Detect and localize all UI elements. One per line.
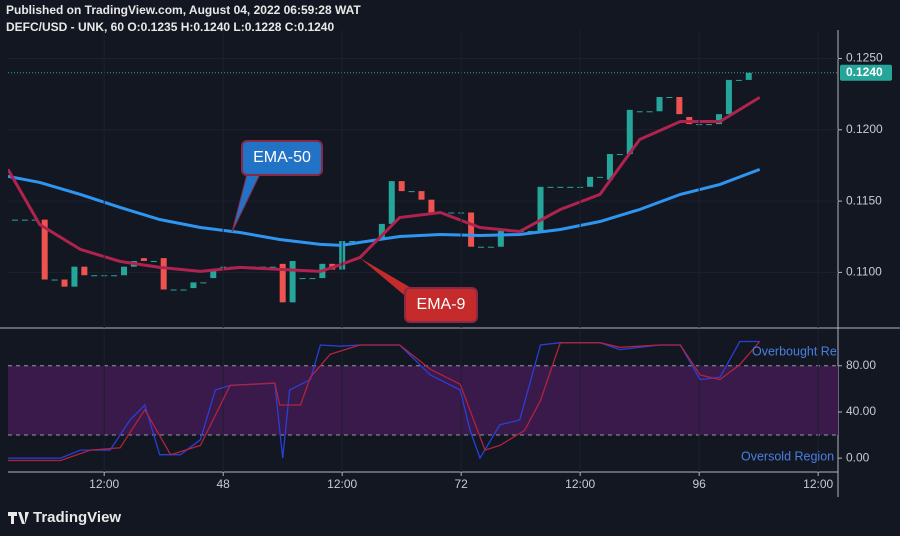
candle (606, 154, 613, 180)
candle (21, 219, 28, 221)
candle (279, 263, 286, 303)
candle (190, 282, 197, 289)
x-tick-label: 48 (217, 477, 231, 491)
candle (537, 186, 544, 232)
y-tick-label: 0.1250 (846, 51, 883, 65)
candle (468, 212, 475, 247)
candle (418, 191, 425, 200)
candle (121, 266, 128, 276)
candle (448, 212, 455, 214)
symbol-info: DEFC/USD - UNK, 60 O:0.1235 H:0.1240 L:0… (6, 20, 334, 34)
band-label: Overbought Region (752, 344, 860, 358)
candle (71, 266, 78, 287)
x-tick-label: 96 (692, 477, 706, 491)
callout-box (404, 287, 478, 323)
candle (428, 199, 435, 214)
candle (180, 289, 187, 291)
y-tick-label: 40.00 (846, 404, 876, 418)
candle (41, 219, 48, 280)
band-label: Oversold Region (741, 449, 834, 463)
candle (725, 79, 732, 115)
series-line (8, 341, 761, 462)
callout-box (241, 140, 323, 176)
candle (567, 186, 574, 188)
candle (140, 258, 147, 261)
x-tick-label: 12:00 (803, 477, 833, 491)
candle (616, 154, 623, 156)
candle (61, 279, 68, 287)
y-tick-label: 0.1100 (846, 265, 882, 279)
candle (587, 176, 594, 187)
candle (210, 269, 217, 279)
rsi-pane: Overbought Region Oversold Region (8, 330, 860, 472)
candle (349, 241, 356, 243)
candle (656, 97, 663, 112)
y-tick-label: 0.1150 (846, 193, 882, 207)
candle (716, 114, 723, 125)
candle (666, 97, 673, 99)
series-line (8, 167, 761, 247)
callout-pointer (360, 258, 418, 300)
candle (378, 223, 385, 240)
candle (81, 266, 88, 276)
candle (626, 109, 633, 155)
candle (735, 79, 742, 81)
candle (745, 72, 752, 80)
x-tick-label: 12:00 (327, 477, 357, 491)
x-tick-label: 12:00 (565, 477, 595, 491)
candle (676, 97, 683, 115)
candle (547, 186, 554, 188)
candle (31, 219, 38, 221)
x-tick-label: 72 (454, 477, 468, 491)
candle (160, 258, 167, 290)
candle (527, 231, 534, 233)
series-line (8, 96, 761, 273)
candle (646, 111, 653, 113)
last-price-label: 0.1240 (846, 65, 883, 79)
candle (597, 176, 604, 178)
candle (557, 186, 564, 188)
candle (487, 246, 494, 248)
candle (497, 231, 504, 247)
last-price-tag (840, 64, 892, 81)
y-tick-label: 80.00 (846, 358, 876, 372)
candle (309, 278, 316, 280)
y-tick-label: 0.1200 (846, 122, 883, 136)
candle (269, 266, 276, 268)
published-note: Published on TradingView.com, August 04,… (6, 3, 361, 17)
candle (398, 181, 405, 192)
callout-label: EMA-9 (417, 296, 466, 313)
y-tick-label: 0.00 (846, 450, 870, 464)
band-fill (8, 365, 838, 436)
logo: TradingView (8, 509, 121, 526)
candle (170, 289, 177, 291)
candle (388, 181, 395, 224)
brand: TradingView (33, 509, 121, 526)
candle (706, 124, 713, 126)
candle (111, 275, 118, 277)
candle (289, 260, 296, 303)
candle (11, 219, 18, 221)
candle (91, 275, 98, 277)
candle (636, 111, 643, 113)
candle (200, 282, 207, 284)
axes: 0.1250 0.1200 0.1150 0.1100 0.1240 EMA-50 EMA-… (89, 51, 892, 491)
candle (51, 279, 58, 281)
candle (478, 246, 485, 248)
callout-label: EMA-50 (253, 149, 311, 166)
candle (150, 260, 157, 262)
x-tick-label: 12:00 (89, 477, 119, 491)
candle (299, 278, 306, 280)
candle (408, 191, 415, 193)
price-pane (8, 30, 838, 328)
